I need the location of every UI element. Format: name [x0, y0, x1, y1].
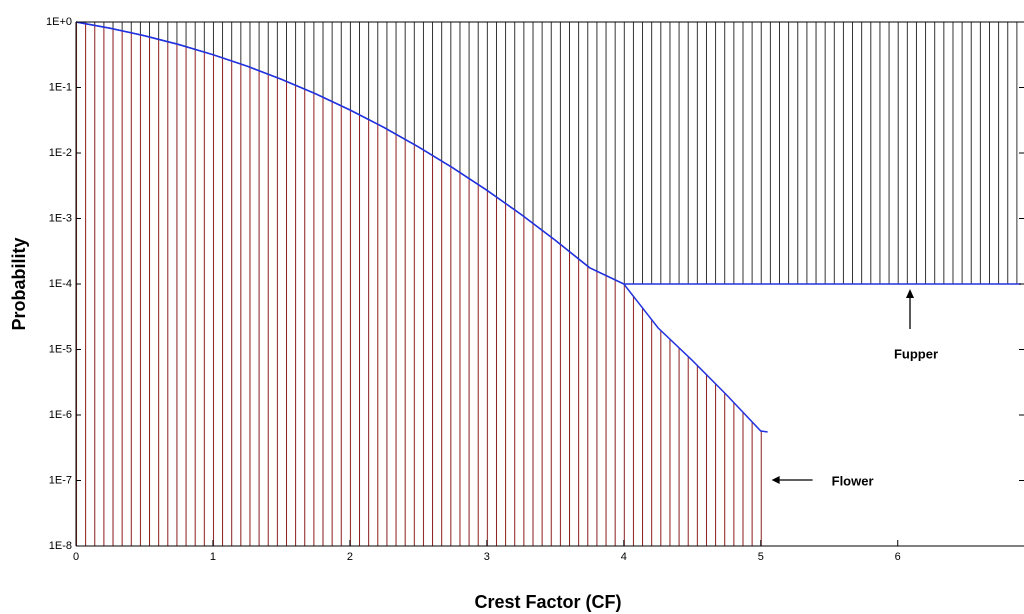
y-tick-label: 1E-7 [49, 474, 72, 486]
x-axis-label: Crest Factor (CF) [474, 592, 621, 612]
y-tick-label: 1E-6 [49, 409, 72, 421]
area [76, 22, 768, 546]
y-tick-label: 1E-4 [49, 278, 72, 290]
y-tick-label: 1E-3 [49, 212, 72, 224]
y-tick-label: 1E+0 [46, 16, 72, 28]
annotation: Flower [832, 473, 874, 488]
y-tick-label: 1E-1 [49, 81, 72, 93]
x-tick-label: 2 [347, 551, 353, 563]
line [75, 21, 1021, 285]
annotation-arrowhead [771, 476, 780, 484]
annotation-arrowhead [906, 289, 914, 298]
x-tick-label: 4 [621, 551, 627, 563]
y-tick-label: 1E-2 [49, 147, 72, 159]
x-tick-label: 0 [73, 551, 79, 563]
y-tick-label: 1E-5 [49, 343, 72, 355]
y-axis-label: Probability [9, 237, 29, 330]
area [76, 22, 1021, 284]
y-tick-label: 1E-8 [49, 540, 72, 552]
x-tick-label: 3 [484, 551, 490, 563]
x-tick-label: 6 [895, 551, 901, 563]
x-tick-label: 1 [210, 551, 216, 563]
annotation: Fupper [894, 346, 938, 361]
x-tick-label: 5 [758, 551, 764, 563]
